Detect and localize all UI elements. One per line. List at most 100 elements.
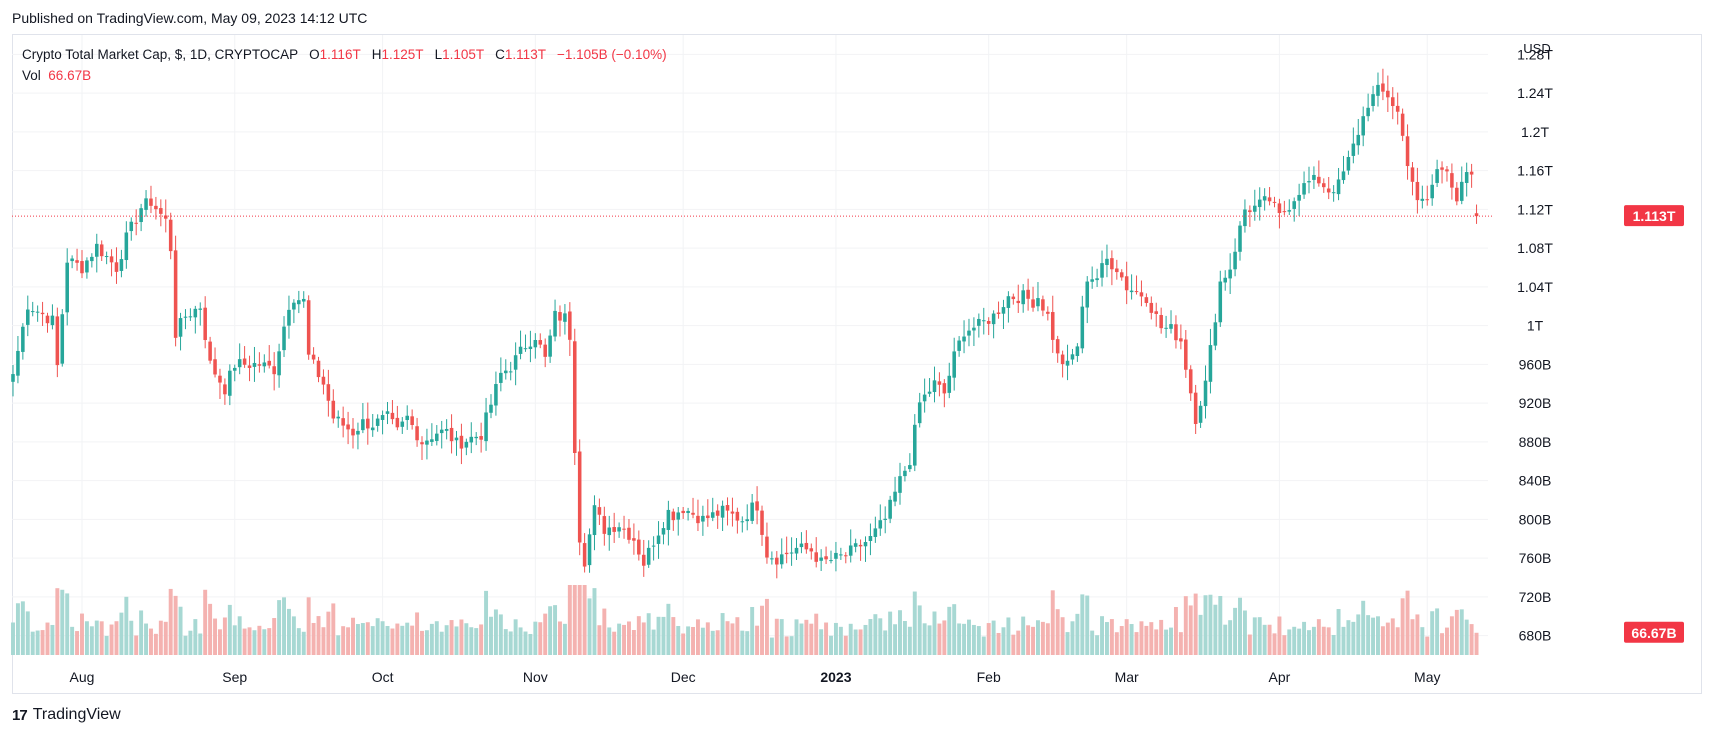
x-axis-tick-label: Nov <box>523 669 548 685</box>
volume-bar <box>1321 626 1326 655</box>
volume-bar <box>1144 625 1149 655</box>
volume-bar <box>114 621 119 655</box>
volume-bar <box>484 590 489 655</box>
volume-bar <box>833 622 838 655</box>
legend-ohlc-row: Crypto Total Market Cap, $, 1D, CRYPTOCA… <box>22 44 667 65</box>
volume-bar <box>1193 593 1198 655</box>
legend-high-value: 1.125T <box>381 47 424 62</box>
volume-bar <box>1218 595 1223 655</box>
volume-bar <box>55 588 60 655</box>
candle-body <box>1065 360 1070 366</box>
volume-bar <box>691 626 695 655</box>
volume-bar <box>858 629 863 655</box>
candle-body <box>789 552 794 554</box>
volume-bar <box>513 619 518 655</box>
candle-body <box>651 545 656 547</box>
volume-bar <box>829 635 833 655</box>
volume-bar <box>153 633 158 655</box>
volume-bar <box>1420 627 1425 655</box>
candle-body <box>306 300 311 355</box>
volume-bar <box>1385 622 1390 655</box>
footer-brand[interactable]: 17 TradingView <box>12 706 121 724</box>
volume-bar <box>967 619 971 655</box>
candle-body <box>1055 339 1060 354</box>
volume-bar <box>927 625 932 655</box>
volume-bar <box>84 621 89 655</box>
volume-bar <box>1297 628 1302 655</box>
candle-body <box>1006 296 1011 308</box>
y-axis-tick-label: 1.2T <box>1521 124 1549 140</box>
candle-body <box>656 535 661 544</box>
legend-open-value: 1.116T <box>319 47 361 62</box>
candle-body <box>60 314 65 364</box>
candle-body <box>311 354 316 360</box>
candle-body <box>1435 169 1439 183</box>
volume-bar <box>533 621 538 655</box>
volume-bar <box>1134 632 1139 655</box>
candle-body <box>1134 291 1139 293</box>
candle-body <box>252 362 257 367</box>
volume-bar <box>1272 633 1277 655</box>
volume-bar <box>695 619 700 655</box>
volume-bar <box>1070 621 1075 655</box>
candle-body <box>1105 258 1109 265</box>
volume-bar <box>1336 609 1341 655</box>
legend-close-value: 1.113T <box>504 47 546 62</box>
candle-body <box>720 505 725 518</box>
candle-body <box>267 360 272 366</box>
x-axis-tick-label: May <box>1414 669 1440 685</box>
volume-bar <box>1011 634 1016 655</box>
candle-body <box>287 309 291 326</box>
volume-bar <box>1060 617 1065 655</box>
candle-body <box>568 311 572 340</box>
candle-body <box>30 311 35 313</box>
candle-body <box>1085 281 1090 308</box>
volume-bar <box>774 618 779 655</box>
candle-body <box>977 318 981 326</box>
volume-bar <box>853 629 858 655</box>
candle-body <box>1243 209 1247 227</box>
volume-bar <box>740 630 745 655</box>
candle-body <box>528 346 533 350</box>
candle-body <box>1376 84 1380 96</box>
candle-body <box>193 308 198 318</box>
candle-body <box>829 560 833 562</box>
candle-body <box>346 424 350 430</box>
candle-body <box>922 394 927 402</box>
x-axis-tick-label: Sep <box>222 669 247 685</box>
volume-bar <box>109 624 114 655</box>
candle-body <box>538 340 543 345</box>
volume-tag[interactable] <box>1624 621 1684 643</box>
volume-bar <box>296 628 301 655</box>
volume-bar <box>1119 626 1124 655</box>
legend-symbol[interactable]: Crypto Total Market Cap, $, 1D, CRYPTOCA… <box>22 47 298 62</box>
candle-body <box>26 309 30 325</box>
volume-bar <box>543 613 548 655</box>
legend-volume-row: Vol 66.67B <box>22 65 667 86</box>
volume-bar <box>518 627 523 655</box>
volume-bar <box>104 635 109 655</box>
candle-body <box>262 362 267 367</box>
volume-bar <box>942 620 947 655</box>
candle-body <box>1100 263 1104 278</box>
candle-body <box>908 465 912 470</box>
volume-bar <box>755 625 760 655</box>
volume-bar <box>764 598 769 655</box>
y-axis-tick-label: 840B <box>1519 473 1552 489</box>
volume-bar <box>735 617 740 655</box>
volume-bar <box>1095 635 1100 655</box>
volume-bar <box>676 625 681 655</box>
candle-body <box>420 442 424 445</box>
candle-body <box>533 339 538 348</box>
volume-bar <box>863 624 868 655</box>
last-price-tag[interactable] <box>1624 205 1684 227</box>
candle-body <box>760 510 764 535</box>
volume-bar <box>80 613 84 655</box>
volume-bar <box>321 627 326 655</box>
volume-bar <box>203 589 208 655</box>
volume-bar <box>163 621 168 655</box>
volume-bar <box>1351 621 1356 655</box>
volume-bar <box>99 621 104 655</box>
candle-body <box>1149 302 1154 313</box>
